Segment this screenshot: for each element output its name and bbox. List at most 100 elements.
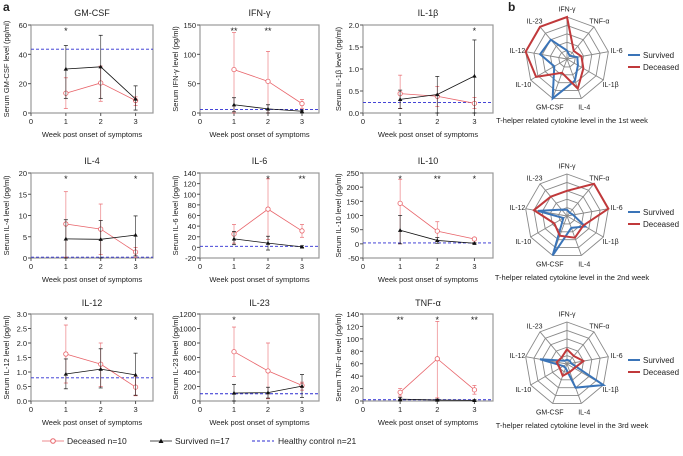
x-tick-label: 0 xyxy=(361,117,365,126)
radar-axis-label: TNF-α xyxy=(589,175,609,182)
deceased-point xyxy=(471,236,478,242)
significance-marker: * xyxy=(64,26,68,36)
y-tick-label: 0 xyxy=(23,254,27,263)
significance-marker: * xyxy=(436,315,440,325)
chart-title: IL-23 xyxy=(249,298,270,308)
significance-marker: ** xyxy=(434,174,442,184)
deceased-point xyxy=(434,356,440,362)
deceased-point xyxy=(231,66,237,73)
y-tick-label: 0.5 xyxy=(349,87,359,96)
survived-point xyxy=(472,398,477,402)
x-tick-label: 2 xyxy=(266,405,270,414)
line-chart-7: IL-23 0 200 400 600 800 1000 1200 0 1 2 3 Week post … xyxy=(171,298,320,427)
radar-spoke xyxy=(539,26,568,60)
x-tick-label: 2 xyxy=(99,117,103,126)
significance-marker: ** xyxy=(397,315,405,325)
x-tick-label: 1 xyxy=(398,405,402,414)
y-tick-label: 60 xyxy=(351,360,359,369)
x-axis-label: Week post onset of symptoms xyxy=(209,418,310,427)
significance-marker: ** xyxy=(298,174,306,184)
radar-chart-1: IFN-γ TNF-α IL-6 IL-1β IL-4 GM-CSF IL-10 IL-12 I… xyxy=(495,164,679,282)
x-tick-label: 3 xyxy=(300,405,304,414)
y-axis-label: Serum GM-CSF level (pg/ml) xyxy=(2,20,11,117)
plot-frame xyxy=(362,24,494,114)
y-tick-label: 1.5 xyxy=(17,354,27,363)
chart-title: GM-CSF xyxy=(74,8,110,18)
x-axis-label: Week post onset of symptoms xyxy=(42,418,143,427)
survived-legend-label: Survived xyxy=(643,51,674,60)
plot-frame xyxy=(30,24,154,114)
y-tick-label: 1200 xyxy=(179,310,196,319)
y-tick-label: 1.5 xyxy=(349,43,359,52)
y-tick-label: 2.0 xyxy=(17,339,27,348)
survived-legend-label: Survived xyxy=(643,356,674,365)
survived-point xyxy=(435,92,440,97)
deceased-radar-series xyxy=(555,347,586,378)
deceased-radar-series xyxy=(524,15,585,91)
radar-grid-ring xyxy=(533,24,601,92)
radar-spoke xyxy=(566,51,609,60)
radar-spoke xyxy=(539,183,568,217)
x-tick-label: 1 xyxy=(398,117,402,126)
survived-radar-series xyxy=(538,38,579,101)
x-tick-label: 2 xyxy=(435,262,439,271)
plot-frame xyxy=(362,313,494,402)
radar-grid-ring xyxy=(549,41,585,76)
survived-point xyxy=(63,236,69,241)
y-tick-label: 40 xyxy=(188,222,196,231)
significance-marker: * xyxy=(64,174,68,184)
plot-frame xyxy=(362,172,494,259)
radar-caption: T-helper related cytokine level in the 1… xyxy=(496,116,648,125)
x-axis-label: Week post onset of symptoms xyxy=(209,130,310,139)
chart-title: IL-6 xyxy=(252,156,268,166)
line-chart-2: IL-1β 0.0 0.5 1.0 1.5 2.0 0 1 2 3 Week post onset … xyxy=(334,8,494,139)
chart-title: IL-10 xyxy=(418,156,439,166)
x-axis-label: Week post onset of symptoms xyxy=(378,130,479,139)
survived-point xyxy=(98,64,103,69)
x-tick-label: 0 xyxy=(361,262,365,271)
y-tick-label: 3.0 xyxy=(17,310,27,319)
x-tick-label: 1 xyxy=(232,405,236,414)
radar-axis-label: IL-6 xyxy=(611,353,623,360)
survived-point xyxy=(265,106,271,111)
x-tick-label: 0 xyxy=(198,405,202,414)
y-tick-label: 10 xyxy=(19,212,27,221)
x-tick-label: 0 xyxy=(29,117,33,126)
survived-point xyxy=(299,383,305,388)
survived-point xyxy=(435,238,440,243)
line-chart-8: TNF-α 0 20 40 60 80 100 120 140 0 1 2 3 Week post ons… xyxy=(334,298,494,427)
radar-axis-label: IL-12 xyxy=(509,353,525,360)
y-tick-label: 80 xyxy=(351,347,359,356)
x-tick-label: 3 xyxy=(472,117,476,126)
line-chart-1: IFN-γ 0 50 100 150 0 1 2 3 Week post onset of sym… xyxy=(171,8,320,139)
radar-spoke xyxy=(566,356,609,365)
radar-axis-label: IL-4 xyxy=(578,104,590,111)
radar-axis-label: TNF-α xyxy=(589,323,609,330)
plot-frame xyxy=(199,24,320,114)
radar-grid-ring xyxy=(533,181,601,249)
y-tick-label: 800 xyxy=(183,339,196,348)
survived-point xyxy=(231,390,237,395)
x-tick-label: 1 xyxy=(232,117,236,126)
x-tick-label: 2 xyxy=(99,262,103,271)
deceased-point xyxy=(397,200,403,206)
survived-point xyxy=(265,240,271,245)
radar-grid-ring xyxy=(549,198,585,233)
y-tick-label: -50 xyxy=(348,254,359,263)
radar-axis-label: GM-CSF xyxy=(536,409,564,416)
deceased-point xyxy=(231,349,237,355)
y-tick-label: 400 xyxy=(183,368,196,377)
radar-axis-label: IL-6 xyxy=(611,48,623,55)
deceased-point xyxy=(299,228,305,234)
y-axis-label: Serum IL-1β level (pg/ml) xyxy=(334,26,343,111)
deceased-point xyxy=(63,351,69,357)
radar-axis-label: IFN-γ xyxy=(558,7,576,14)
y-tick-label: 2.5 xyxy=(17,325,27,334)
radar-spoke xyxy=(552,58,568,99)
significance-marker: * xyxy=(232,315,236,325)
x-tick-label: 0 xyxy=(198,117,202,126)
radar-spoke xyxy=(552,363,568,404)
x-tick-label: 2 xyxy=(266,262,270,271)
deceased-point xyxy=(265,78,271,84)
